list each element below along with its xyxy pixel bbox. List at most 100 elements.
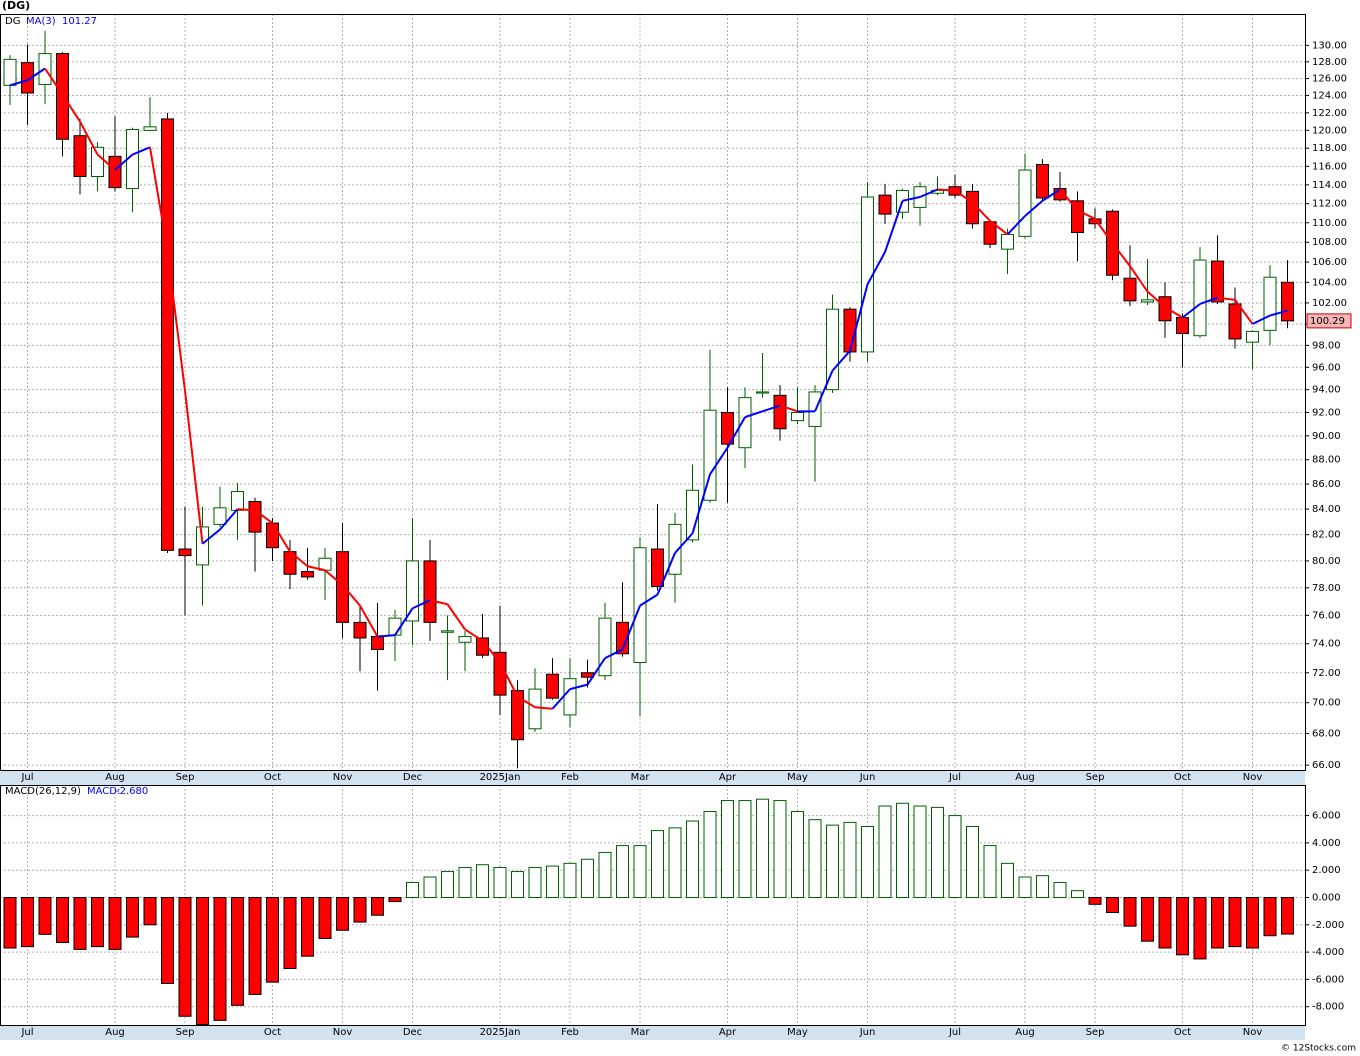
ma-segment: [324, 569, 344, 586]
x-tick-label: May: [787, 1027, 808, 1038]
ma-segment: [586, 657, 606, 686]
macd-bar: [1176, 896, 1189, 956]
ma-segment: [674, 532, 694, 554]
ma-segment: [849, 284, 869, 352]
candle-body: [1263, 276, 1277, 331]
candle-body: [371, 636, 384, 650]
y-tick-label: 116.00: [1312, 161, 1347, 172]
candle-body: [563, 678, 577, 716]
ma-legend: MA(3): [26, 16, 56, 27]
y-tick-label: -2.000: [1312, 920, 1344, 931]
candle-body: [196, 526, 209, 566]
macd-bar: [371, 896, 384, 916]
x-tick-label: Sep: [176, 772, 195, 783]
ma-segment: [9, 79, 28, 87]
y-tick-label: 94.00: [1312, 385, 1341, 396]
ma-segment: [359, 605, 379, 638]
x-tick-label: Mar: [631, 772, 651, 783]
candle-body: [1211, 260, 1224, 303]
macd-bar: [248, 896, 262, 995]
candle-body: [21, 62, 34, 94]
y-tick-label: 104.00: [1312, 277, 1347, 288]
macd-bar: [1281, 896, 1294, 935]
candle-body: [703, 409, 717, 501]
x-tick-label: Aug: [105, 1027, 125, 1038]
macd-bar: [738, 800, 752, 898]
ma-segment: [884, 200, 904, 253]
macd-bar: [126, 896, 139, 938]
candle-body: [721, 412, 734, 445]
macd-bar: [633, 845, 647, 898]
macd-bar: [161, 896, 174, 984]
ma-segment: [744, 410, 763, 419]
candle-body: [108, 155, 122, 189]
ma-segment: [201, 528, 221, 545]
candle-body: [651, 548, 664, 587]
candle-body: [1071, 200, 1084, 233]
macd-bar: [318, 896, 332, 939]
y-tick-label: 66.00: [1312, 760, 1341, 771]
x-tick-label: Sep: [176, 1027, 195, 1038]
candle-body: [773, 394, 787, 430]
macd-bar: [791, 810, 804, 898]
x-tick-label: Feb: [561, 1027, 579, 1038]
y-tick-label: 4.000: [1312, 838, 1341, 849]
x-tick-label: Oct: [264, 772, 281, 783]
y-tick-label: 76.00: [1312, 610, 1341, 621]
candle-body: [91, 146, 104, 177]
ma-segment: [307, 565, 326, 572]
candle-body: [441, 630, 454, 633]
ma-segment: [604, 648, 623, 660]
ma-segment: [656, 552, 676, 595]
macd-bar: [231, 896, 244, 1006]
y-tick-label: 74.00: [1312, 639, 1341, 650]
macd-bar: [1123, 896, 1137, 927]
x-tick-label: Aug: [1015, 1027, 1035, 1038]
macd-bar: [21, 896, 34, 948]
y-tick-label: 88.00: [1312, 455, 1341, 466]
ma-segment: [132, 146, 151, 156]
y-tick-label: 82.00: [1312, 530, 1341, 541]
ma-segment: [831, 350, 851, 372]
macd-bar: [966, 826, 979, 898]
candle-body: [1246, 330, 1259, 343]
candle-body: [791, 412, 804, 422]
macd-bar: [598, 851, 612, 898]
x-tick-label: Apr: [719, 772, 737, 783]
candle-body: [1036, 164, 1049, 199]
x-tick-label: Jul: [948, 1027, 961, 1038]
price-tag: 100.29: [1310, 316, 1345, 327]
y-tick-label: 2.000: [1312, 865, 1341, 876]
x-tick-label: Jul: [20, 772, 33, 783]
candle-body: [476, 637, 489, 656]
macd-bar: [1018, 876, 1032, 898]
macd-bar: [336, 896, 349, 931]
macd-bar: [721, 800, 734, 898]
y-tick-label: 0.000: [1312, 892, 1341, 903]
x-tick-label: Dec: [403, 1027, 422, 1038]
macd-bar: [1106, 896, 1119, 914]
candle-body: [1018, 169, 1032, 237]
y-tick-label: 68.00: [1312, 728, 1341, 739]
ma-segment: [429, 599, 448, 606]
candle-body: [1158, 296, 1172, 322]
ma-segment: [61, 94, 81, 123]
ma-segment: [219, 508, 239, 531]
ma-segment: [814, 370, 834, 412]
x-tick-label: Jul: [20, 1027, 33, 1038]
ma-segment: [1024, 200, 1044, 217]
ma-segment: [79, 121, 99, 156]
ma-segment: [149, 147, 169, 252]
y-tick-label: 110.00: [1312, 218, 1347, 229]
macd-bar: [913, 805, 927, 898]
ma-segment: [1269, 309, 1288, 317]
y-tick-label: 126.00: [1312, 74, 1347, 85]
x-tick-label: Nov: [333, 772, 353, 783]
macd-bar: [476, 864, 489, 898]
ma-segment: [412, 599, 431, 610]
x-tick-label: Aug: [1015, 772, 1035, 783]
ma-segment: [394, 607, 414, 636]
y-tick-label: 92.00: [1312, 408, 1341, 419]
macd-bar: [143, 896, 157, 926]
macd-bar: [528, 866, 542, 898]
